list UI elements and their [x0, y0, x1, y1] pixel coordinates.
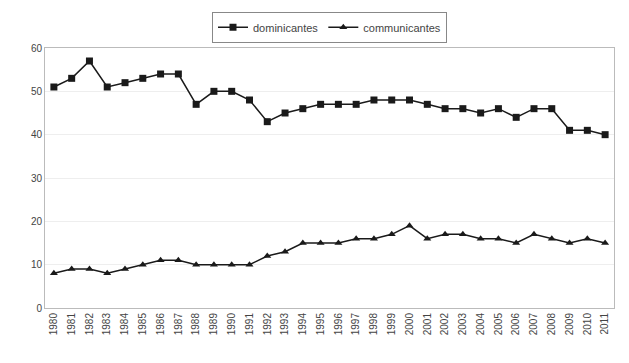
svg-text:2011: 2011	[599, 313, 610, 335]
svg-text:1986: 1986	[155, 313, 166, 336]
svg-text:1980: 1980	[48, 313, 59, 336]
svg-text:2002: 2002	[439, 313, 450, 336]
svg-text:1997: 1997	[350, 313, 361, 336]
svg-text:communicantes: communicantes	[363, 22, 441, 34]
svg-text:20: 20	[31, 216, 43, 227]
svg-text:1994: 1994	[297, 313, 308, 336]
svg-text:1999: 1999	[386, 313, 397, 336]
svg-text:2007: 2007	[528, 313, 539, 336]
svg-text:40: 40	[31, 129, 43, 140]
svg-text:2000: 2000	[404, 313, 415, 336]
svg-text:2009: 2009	[564, 313, 575, 336]
svg-text:1995: 1995	[315, 313, 326, 336]
svg-text:1996: 1996	[333, 313, 344, 336]
svg-text:1988: 1988	[190, 313, 201, 336]
svg-text:2003: 2003	[457, 313, 468, 336]
svg-text:2005: 2005	[493, 313, 504, 336]
svg-text:1982: 1982	[84, 313, 95, 336]
svg-text:50: 50	[31, 86, 43, 97]
svg-text:2006: 2006	[510, 313, 521, 336]
svg-text:1989: 1989	[208, 313, 219, 336]
svg-text:2008: 2008	[546, 313, 557, 336]
svg-text:60: 60	[31, 43, 43, 54]
svg-text:10: 10	[31, 259, 43, 270]
svg-text:30: 30	[31, 173, 43, 184]
svg-text:1991: 1991	[244, 313, 255, 336]
svg-text:1985: 1985	[137, 313, 148, 336]
svg-text:1990: 1990	[226, 313, 237, 336]
svg-text:2001: 2001	[422, 313, 433, 336]
svg-text:1993: 1993	[279, 313, 290, 336]
svg-text:dominicantes: dominicantes	[253, 22, 318, 34]
svg-text:1981: 1981	[66, 313, 77, 336]
svg-text:0: 0	[36, 303, 42, 314]
svg-text:1992: 1992	[262, 313, 273, 336]
svg-text:2010: 2010	[582, 313, 593, 336]
svg-text:2004: 2004	[475, 313, 486, 336]
svg-text:1983: 1983	[101, 313, 112, 336]
svg-text:1998: 1998	[368, 313, 379, 336]
svg-text:1984: 1984	[119, 313, 130, 336]
svg-text:1987: 1987	[173, 313, 184, 336]
